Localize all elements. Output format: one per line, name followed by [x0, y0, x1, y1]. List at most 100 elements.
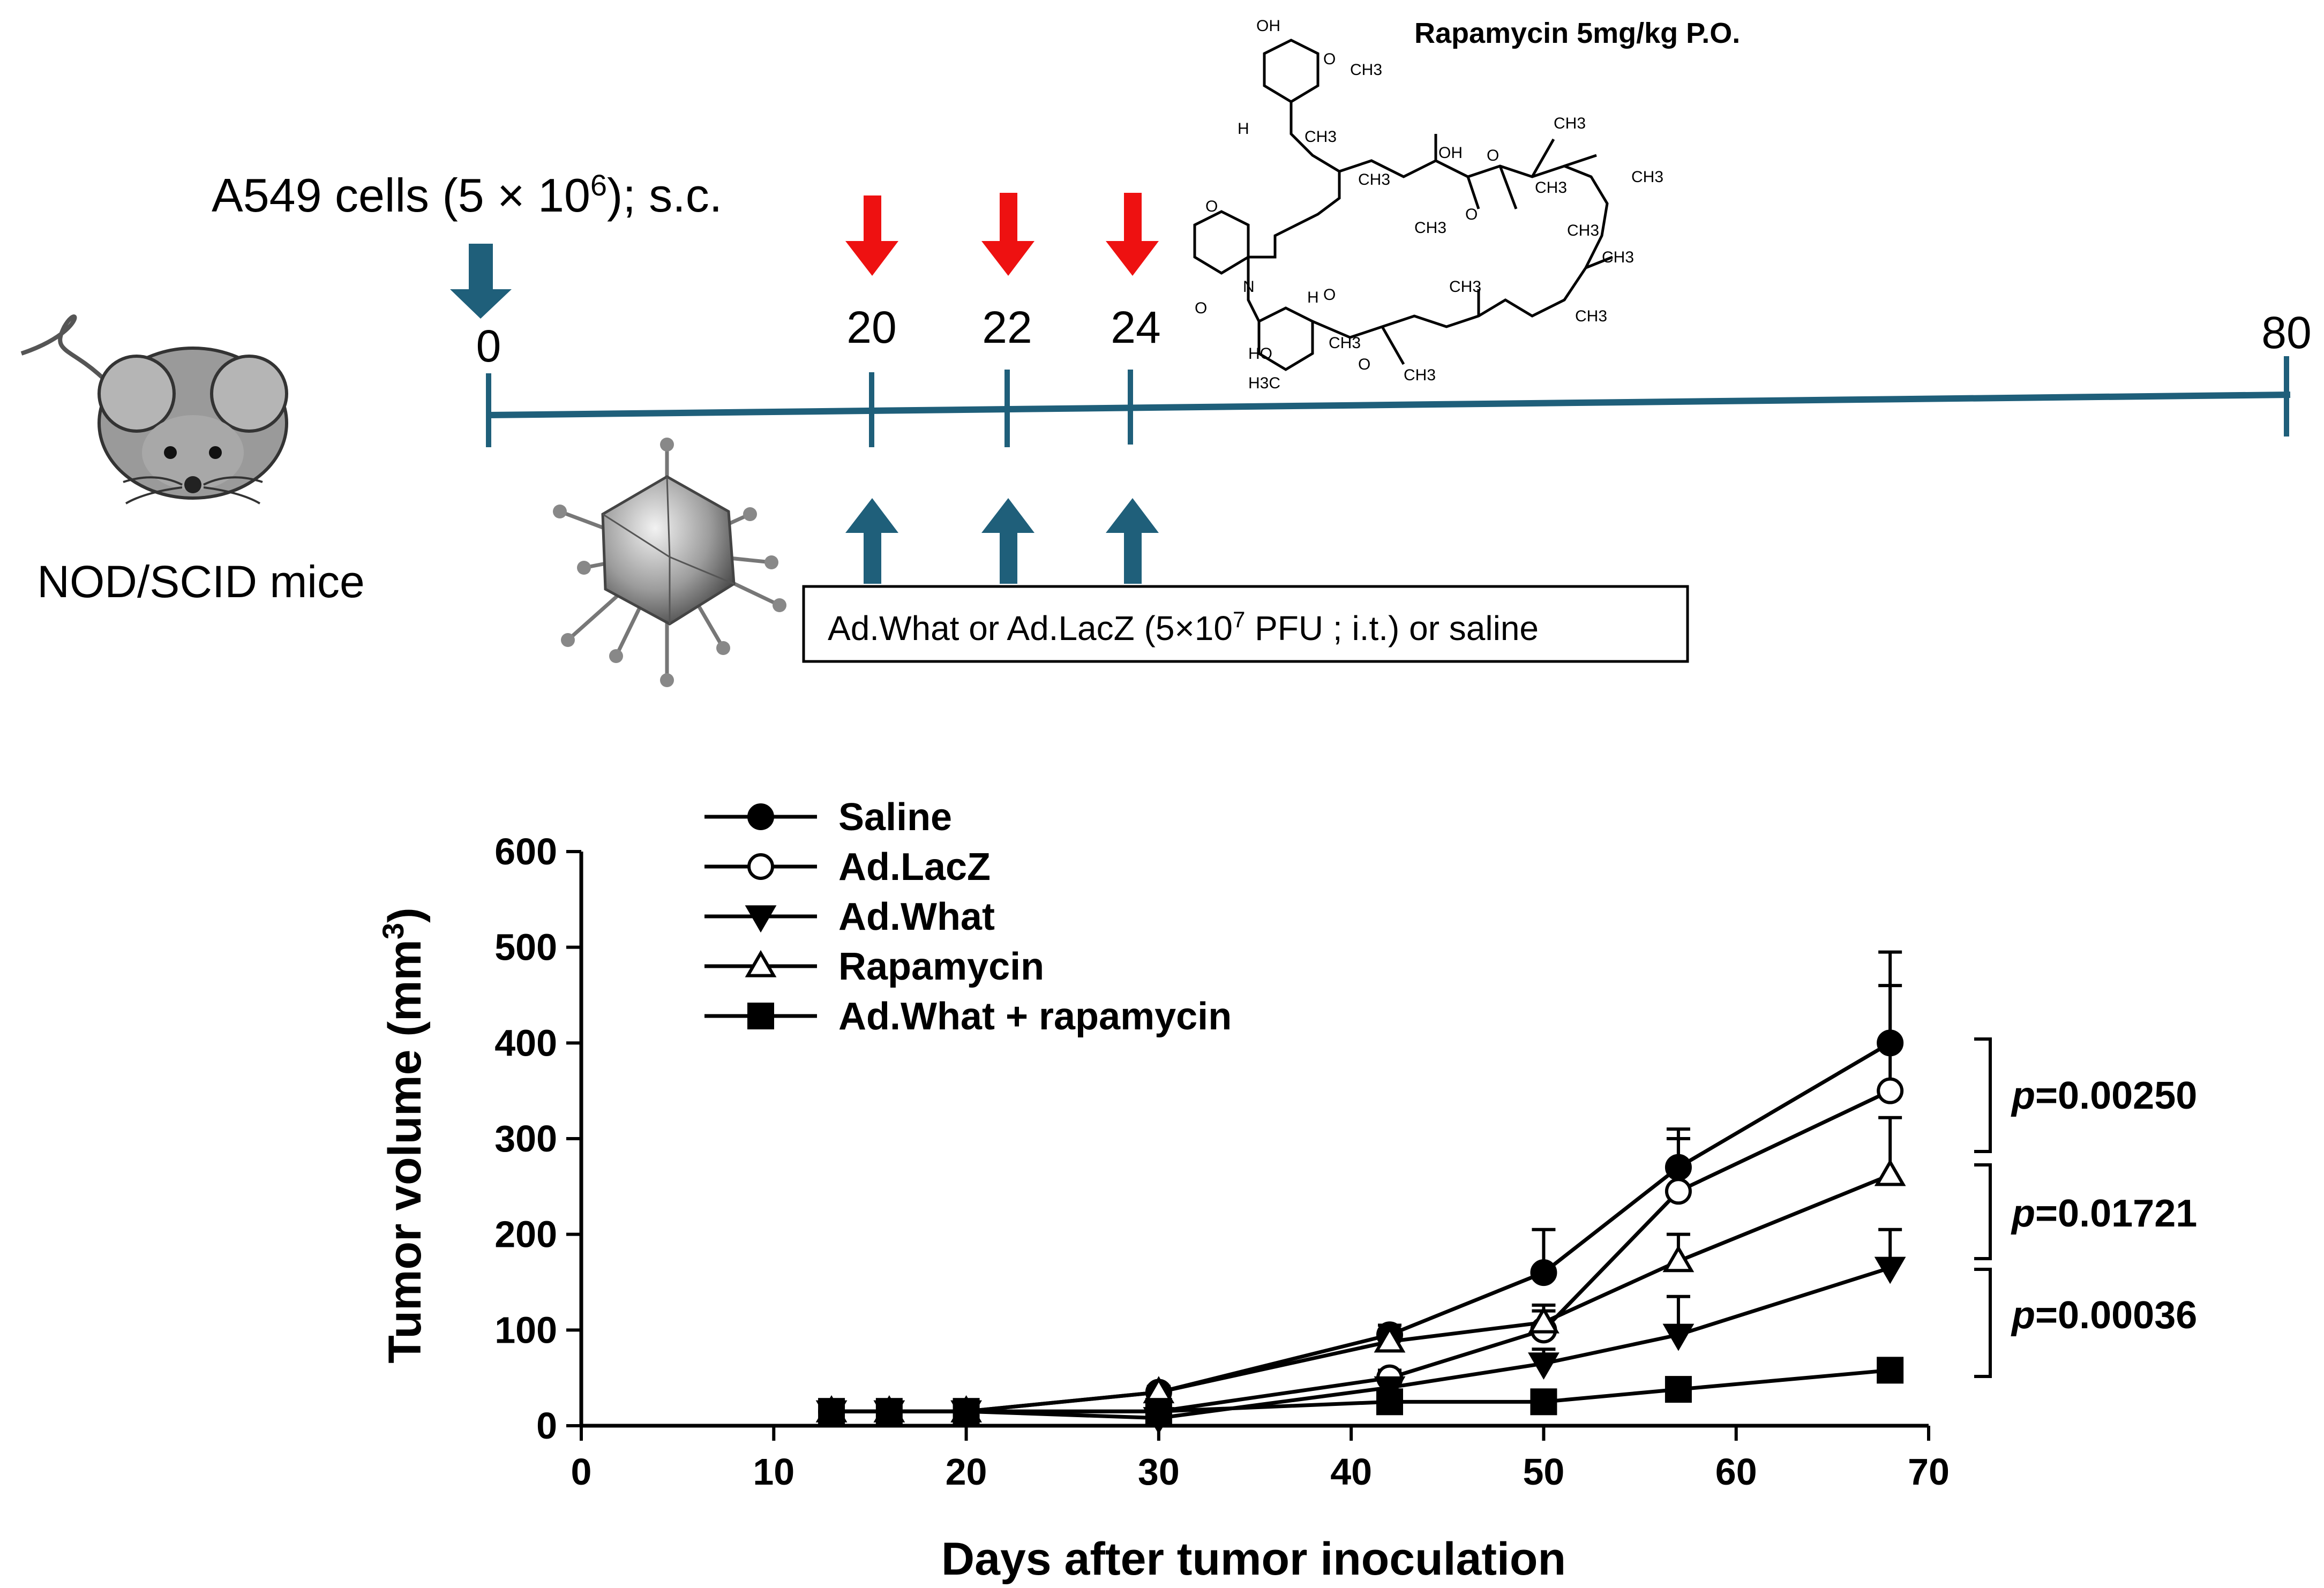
svg-text:O: O — [1323, 50, 1336, 68]
data-point — [1530, 1259, 1557, 1286]
bracket-rapamycin — [1974, 1163, 1992, 1260]
rapamycin-arrow-icon-day22 — [981, 193, 1034, 276]
x-tick-label: 50 — [1523, 1451, 1564, 1493]
x-tick-label: 40 — [1330, 1451, 1372, 1493]
svg-text:CH3: CH3 — [1305, 128, 1337, 146]
svg-text:CH3: CH3 — [1350, 61, 1382, 79]
series-layer — [815, 950, 1906, 1434]
legend-marker — [745, 905, 777, 933]
timeline-ticks — [486, 356, 2289, 447]
data-point — [1877, 1077, 1904, 1104]
svg-text:O: O — [1195, 299, 1207, 317]
virus-arrows — [845, 498, 1159, 584]
legend-label: Ad.LacZ — [838, 846, 991, 889]
pyran-ring — [1257, 306, 1314, 371]
mouse-label: NOD/SCID mice — [37, 556, 364, 607]
mouse-eye-left — [164, 446, 177, 459]
svg-text:CH3: CH3 — [1631, 168, 1663, 186]
svg-text:H: H — [1307, 289, 1319, 306]
y-tick-label: 600 — [494, 831, 557, 872]
svg-text:CH3: CH3 — [1329, 334, 1361, 352]
rapamycin-arrows — [845, 193, 1159, 276]
series-ad-what — [815, 1228, 1906, 1434]
series-line — [831, 1041, 1891, 1413]
data-point — [1374, 1325, 1406, 1353]
svg-text:CH3: CH3 — [1414, 219, 1446, 237]
virus-arrow-icon-day22 — [981, 498, 1034, 584]
rapamycin-structure-icon — [1193, 39, 1613, 371]
legend-marker — [745, 950, 777, 977]
bracket-combination — [1974, 1268, 1992, 1378]
y-tick-label: 300 — [494, 1118, 557, 1160]
data-point — [1528, 1352, 1560, 1380]
x-tick-label: 30 — [1138, 1451, 1180, 1493]
data-point — [1376, 1388, 1403, 1416]
svg-text:OH: OH — [1256, 17, 1280, 35]
data-point — [875, 1398, 903, 1425]
legend-label: Saline — [838, 796, 952, 839]
svg-text:H: H — [1238, 120, 1249, 138]
tumor-volume-chart: 0 10 20 30 40 50 60 70 0 100 200 300 400 500 600 Days… — [376, 796, 2197, 1585]
x-tick-label: 60 — [1715, 1451, 1757, 1493]
data-point — [953, 1398, 980, 1425]
treatment-label: Ad.What or Ad.LacZ (5×107 PFU ; i.t.) or… — [828, 607, 1539, 648]
data-point — [818, 1398, 845, 1425]
y-tick-label: 100 — [494, 1309, 557, 1351]
x-axis-ticks: 0 10 20 30 40 50 60 70 — [571, 1426, 1950, 1493]
legend-item: Saline — [704, 796, 952, 839]
series-ad-what-rapamycin — [818, 1357, 1904, 1425]
x-tick-label: 10 — [753, 1451, 794, 1493]
svg-text:CH3: CH3 — [1535, 179, 1567, 197]
data-point — [1528, 1306, 1560, 1334]
svg-text:O: O — [1323, 286, 1336, 304]
x-tick-label: 0 — [571, 1451, 592, 1493]
mouse-nose — [184, 476, 201, 493]
data-point — [1877, 1357, 1904, 1384]
pipecolate-ring — [1193, 210, 1250, 275]
series-line — [831, 1173, 1891, 1413]
virus-arrow-icon-day24 — [1106, 498, 1159, 584]
rapamycin-arrow-icon-day20 — [845, 195, 898, 276]
timeline-day-24: 24 — [1111, 302, 1160, 352]
mouse-face — [142, 415, 244, 490]
legend-item: Rapamycin — [704, 945, 1044, 988]
adenovirus-icon — [553, 438, 786, 687]
y-axis-title: Tumor volume (mm3) — [376, 907, 431, 1363]
svg-text:CH3: CH3 — [1567, 222, 1599, 239]
bracket-saline-vs-lacz — [1974, 1037, 1992, 1153]
legend-item: Ad.What — [704, 895, 995, 938]
svg-text:O: O — [1487, 147, 1499, 164]
svg-text:O: O — [1205, 198, 1218, 215]
y-tick-label: 400 — [494, 1022, 557, 1064]
x-axis-title: Days after tumor inoculation — [941, 1533, 1566, 1585]
mouse-ear-left — [98, 355, 176, 433]
rapamycin-label: Rapamycin 5mg/kg P.O. — [1414, 17, 1740, 49]
svg-text:CH3: CH3 — [1449, 278, 1481, 296]
legend-marker — [747, 803, 774, 830]
inoculation-arrow-icon — [450, 244, 512, 319]
timeline-day-labels: 0 20 22 24 80 — [476, 302, 2312, 371]
y-tick-label: 500 — [494, 927, 557, 968]
legend-label: Ad.What — [838, 895, 995, 938]
data-point — [1874, 1256, 1906, 1284]
mouse-ear-right — [210, 355, 288, 433]
series-ad-lacz — [818, 984, 1904, 1425]
data-point — [1874, 1158, 1906, 1186]
series-line — [831, 1089, 1891, 1413]
data-point — [1665, 1178, 1692, 1205]
side-chains — [1381, 134, 1613, 365]
virus-arrow-icon-day20 — [845, 498, 898, 584]
mouse-whiskers — [123, 476, 263, 505]
timeline-axis — [488, 392, 2291, 418]
mouse-icon — [20, 314, 288, 505]
svg-text:CH3: CH3 — [1358, 171, 1390, 189]
timeline-day-0: 0 — [476, 321, 501, 371]
x-tick-label: 70 — [1908, 1451, 1950, 1493]
treatment-box — [802, 585, 1689, 663]
mouse-tail — [20, 314, 131, 409]
legend-marker — [747, 853, 774, 880]
svg-text:N: N — [1243, 278, 1255, 296]
legend-label: Rapamycin — [838, 945, 1044, 988]
